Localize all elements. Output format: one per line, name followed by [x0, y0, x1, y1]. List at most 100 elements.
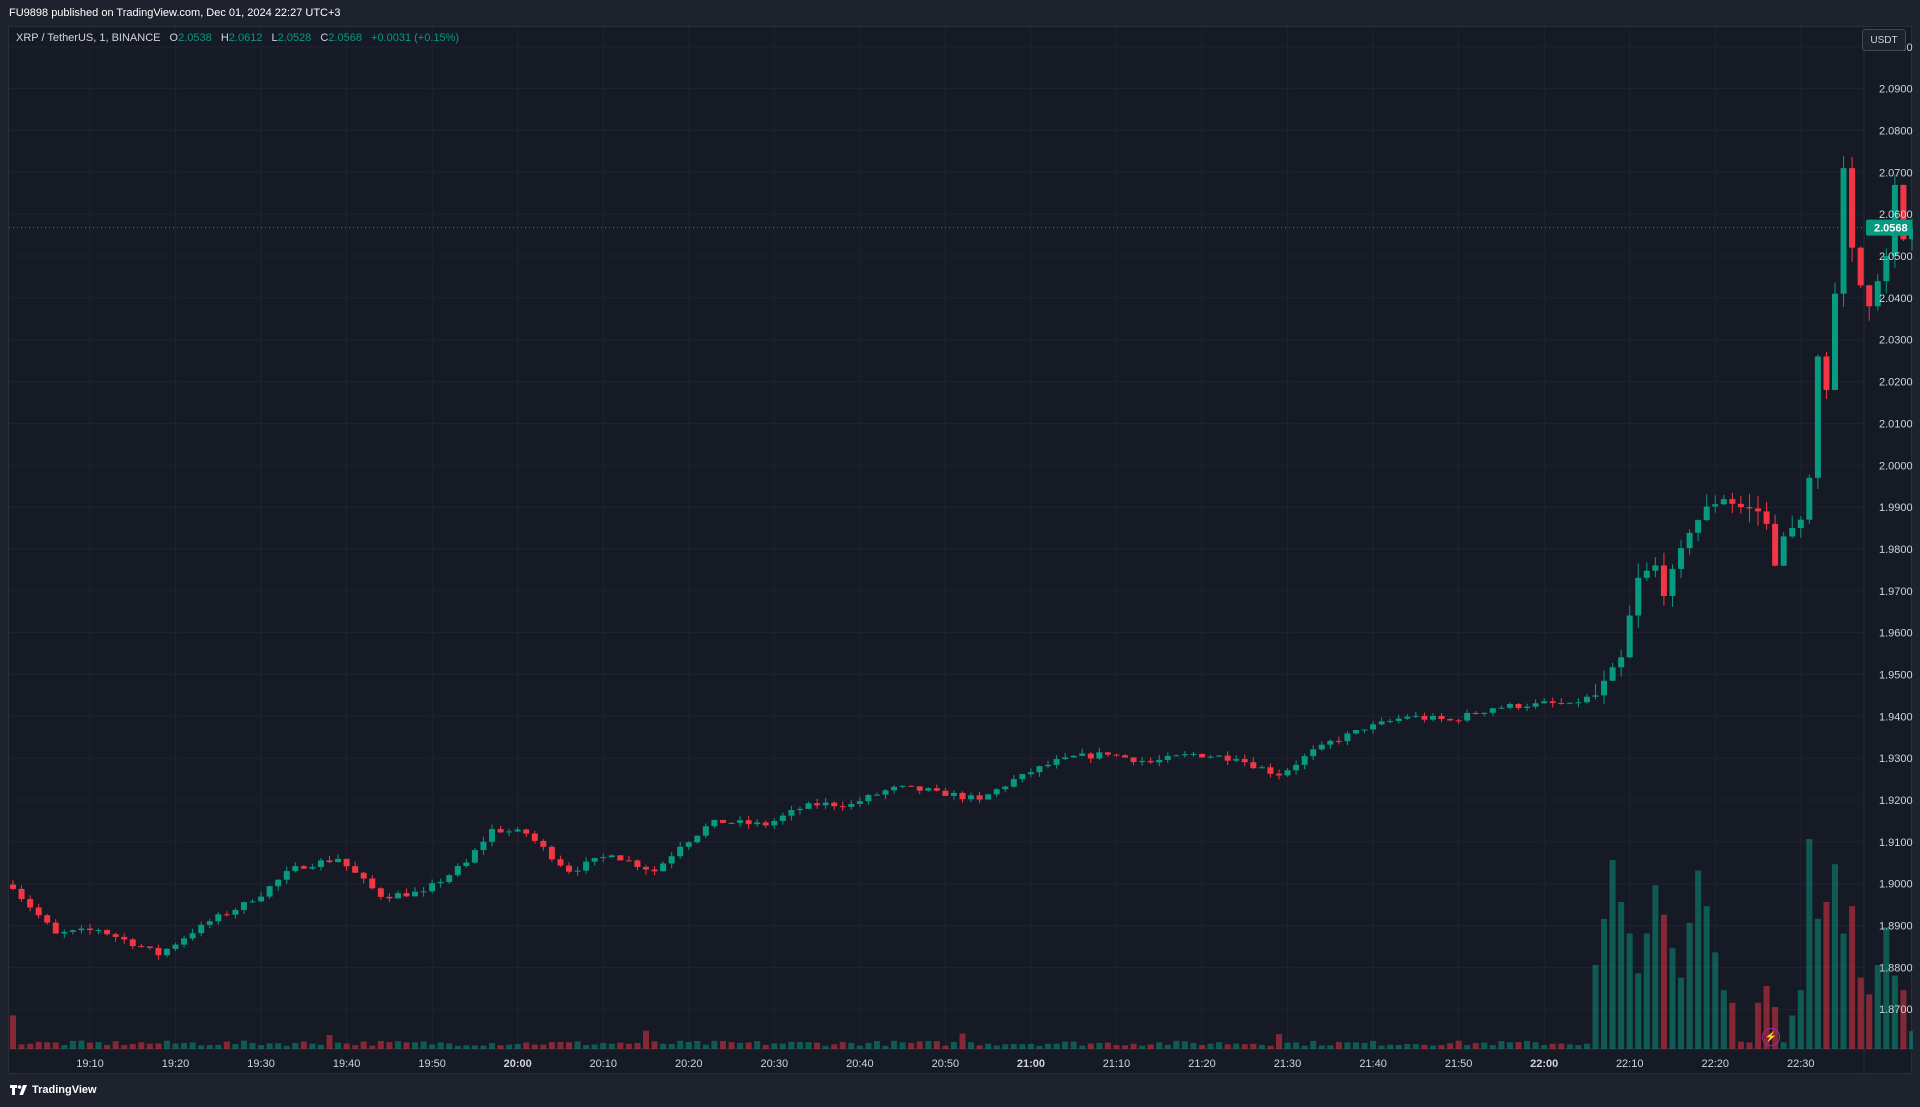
volume-bar	[275, 1043, 282, 1049]
candle-body	[1267, 767, 1274, 774]
volume-bar	[1104, 1042, 1111, 1049]
volume-bar	[566, 1042, 573, 1049]
candle-body	[446, 875, 453, 883]
candle-body	[206, 921, 213, 925]
volume-bar	[1335, 1042, 1342, 1049]
volume-bar	[1173, 1040, 1180, 1049]
candle-body	[950, 792, 957, 796]
volume-bar	[950, 1041, 957, 1049]
candle-body	[386, 896, 393, 899]
candle-body	[35, 907, 42, 916]
candle-body	[1404, 716, 1411, 719]
candle-body	[1601, 680, 1608, 696]
candle-body	[959, 792, 966, 800]
currency-unit-button[interactable]: USDT	[1862, 29, 1906, 51]
candle-body	[1412, 715, 1419, 717]
candle-body	[61, 931, 68, 934]
candle-body	[1318, 744, 1325, 750]
candle-body	[95, 930, 102, 932]
volume-bar	[223, 1041, 230, 1049]
volume-bar	[69, 1040, 76, 1049]
candle-body	[283, 871, 290, 880]
candle-body	[215, 914, 222, 922]
candle-body	[1010, 779, 1017, 787]
volume-bar	[1156, 1042, 1163, 1049]
volume-bar	[1352, 1042, 1359, 1049]
volume-bar	[1900, 990, 1907, 1049]
volume-bar	[1695, 870, 1702, 1049]
candle-body	[1695, 520, 1702, 533]
price-tick-label: 2.0300	[1879, 335, 1913, 347]
candle-body	[27, 899, 34, 908]
volume-bar	[1412, 1044, 1419, 1049]
volume-bar	[437, 1042, 444, 1049]
candle-body	[1506, 704, 1513, 708]
candle-body	[1814, 356, 1821, 478]
volume-bar	[172, 1043, 179, 1049]
candle-body	[69, 930, 76, 932]
price-chart[interactable]: 2.10002.09002.08002.07002.06002.05002.04…	[9, 27, 1913, 1075]
candle-body	[1070, 755, 1077, 758]
candle-body	[52, 922, 59, 934]
volume-bar	[1113, 1045, 1120, 1049]
candle-body	[232, 909, 239, 915]
price-tick-label: 2.0500	[1879, 251, 1913, 263]
volume-bar	[1558, 1043, 1565, 1049]
volume-bar	[1609, 860, 1616, 1049]
candle-body	[839, 806, 846, 808]
volume-bar	[1823, 902, 1830, 1049]
volume-bar	[1070, 1041, 1077, 1049]
candle-body	[335, 858, 342, 863]
candle-body	[1387, 720, 1394, 722]
volume-bar	[1678, 977, 1685, 1049]
time-tick-label: 19:20	[162, 1058, 190, 1070]
volume-bar	[1429, 1045, 1436, 1049]
volume-bar	[1053, 1043, 1060, 1049]
price-tick-label: 1.9700	[1879, 586, 1913, 598]
volume-bar	[1575, 1045, 1582, 1049]
volume-bar	[882, 1045, 889, 1049]
volume-bar	[146, 1043, 153, 1049]
time-tick-label: 21:50	[1445, 1058, 1473, 1070]
chart-panel[interactable]: 2.10002.09002.08002.07002.06002.05002.04…	[8, 26, 1913, 1075]
candle-body	[1524, 706, 1531, 708]
tradingview-logo[interactable]: TradingView	[10, 1084, 97, 1096]
volume-bar	[292, 1043, 299, 1049]
volume-bar	[1027, 1043, 1034, 1049]
candle-body	[1652, 565, 1659, 571]
volume-series	[10, 839, 1913, 1049]
volume-bar	[617, 1042, 624, 1049]
candle-body	[737, 820, 744, 823]
volume-bar	[198, 1045, 205, 1049]
volume-bar	[1549, 1043, 1556, 1049]
volume-bar	[104, 1045, 111, 1049]
volume-bar	[993, 1045, 1000, 1049]
candle-body	[634, 860, 641, 867]
candle-body	[1335, 740, 1342, 742]
volume-bar	[343, 1043, 350, 1049]
candle-body	[1883, 256, 1890, 282]
candle-body	[1002, 786, 1009, 790]
volume-bar	[1746, 1042, 1753, 1049]
volume-bar	[232, 1044, 239, 1049]
candle-body	[574, 870, 581, 872]
candle-body	[1541, 701, 1548, 704]
candle-body	[642, 866, 649, 870]
candle-body	[523, 829, 530, 834]
alert-bolt-icon[interactable]: ⚡	[1762, 1028, 1780, 1046]
candle-body	[146, 946, 153, 948]
candle-body	[343, 858, 350, 867]
candle-body	[566, 865, 573, 872]
volume-bar	[112, 1041, 119, 1049]
price-tick-label: 1.9000	[1879, 879, 1913, 891]
volume-bar	[412, 1042, 419, 1049]
volume-bar	[1361, 1042, 1368, 1049]
candle-body	[1498, 707, 1505, 709]
candle-body	[514, 829, 521, 832]
candle-body	[583, 861, 590, 871]
candle-body	[480, 841, 487, 851]
publish-bar: FU9898 published on TradingView.com, Dec…	[0, 0, 1920, 26]
symbol-name[interactable]: XRP / TetherUS, 1, BINANCE	[16, 32, 161, 44]
candle-body	[702, 826, 709, 836]
candle-body	[660, 863, 667, 872]
